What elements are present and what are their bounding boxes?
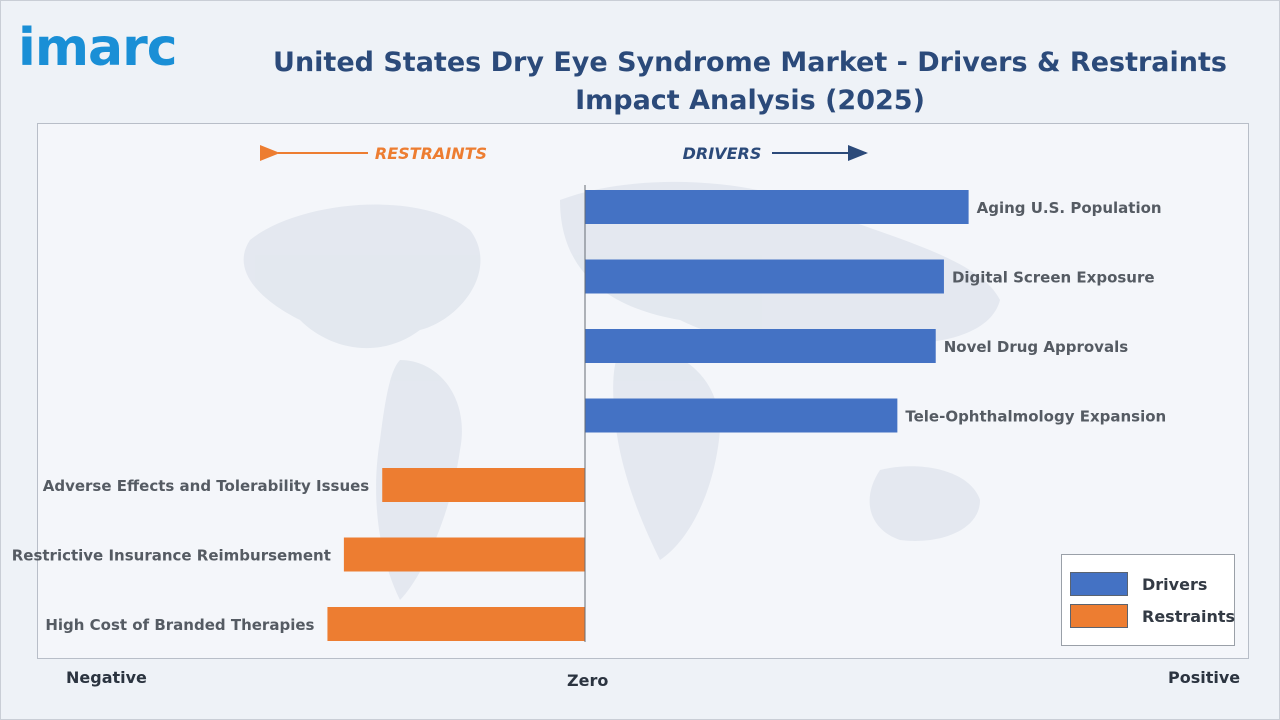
axis-label-zero: Zero <box>567 671 609 690</box>
bar-label-aging-u-s-population: Aging U.S. Population <box>977 199 1162 217</box>
bar-label-tele-ophthalmology-expansion: Tele-Ophthalmology Expansion <box>905 408 1166 426</box>
bar-novel-drug-approvals <box>585 329 936 363</box>
legend-swatch-restraints <box>1070 604 1128 628</box>
bar-aging-u-s-population <box>585 190 969 224</box>
legend-item-drivers: Drivers <box>1070 572 1207 596</box>
legend-item-restraints: Restraints <box>1070 604 1235 628</box>
bar-label-high-cost-of-branded-therapies: High Cost of Branded Therapies <box>45 616 314 634</box>
legend-label-drivers: Drivers <box>1142 574 1208 594</box>
axis-label-positive: Positive <box>1168 668 1241 687</box>
bar-restrictive-insurance-reimbursement <box>343 537 585 572</box>
imarc-logo: imarc <box>18 18 178 78</box>
bar-digital-screen-exposure <box>585 259 944 294</box>
drivers-direction-label: DRIVERS <box>683 144 762 163</box>
world-map-watermark <box>243 181 1000 600</box>
bar-high-cost-of-branded-therapies <box>327 607 585 641</box>
legend-swatch-drivers <box>1070 572 1128 596</box>
legend-label-restraints: Restraints <box>1142 606 1236 626</box>
axis-label-negative: Negative <box>66 668 147 687</box>
bar-label-digital-screen-exposure: Digital Screen Exposure <box>952 269 1155 287</box>
bar-label-adverse-effects-and-tolerability-issues: Adverse Effects and Tolerability Issues <box>43 477 370 495</box>
bar-tele-ophthalmology-expansion <box>585 398 898 433</box>
legend: Drivers Restraints <box>1061 554 1235 646</box>
restraints-direction-label: RESTRAINTS <box>375 144 487 163</box>
bar-adverse-effects-and-tolerability-issues <box>382 468 585 502</box>
bars-group: Aging U.S. Population Digital Screen Expo… <box>12 190 1166 641</box>
bar-label-novel-drug-approvals: Novel Drug Approvals <box>944 338 1128 356</box>
bar-label-restrictive-insurance-reimbursement: Restrictive Insurance Reimbursement <box>12 547 331 565</box>
chart-title: United States Dry Eye Syndrome Market - … <box>273 47 1227 116</box>
